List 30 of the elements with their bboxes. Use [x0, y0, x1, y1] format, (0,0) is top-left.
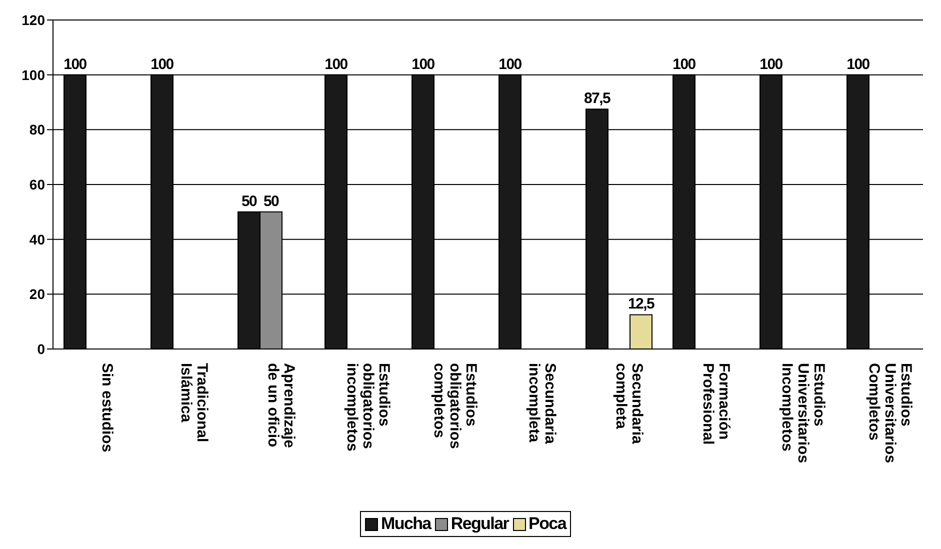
- data-label: 100: [760, 56, 783, 73]
- y-tick-label: 120: [22, 12, 46, 28]
- x-tick-label: Formación Profesional: [700, 363, 732, 445]
- x-tick-label: Secundaria completa: [612, 363, 646, 445]
- y-tick-label: 40: [29, 231, 46, 248]
- data-label: 50: [263, 192, 279, 210]
- y-tick-label: 20: [29, 286, 46, 302]
- y-tick-label: 0: [37, 340, 46, 357]
- y-tick-label: 80: [29, 122, 46, 138]
- data-label: 100: [324, 56, 348, 73]
- x-tick-label: Estudios Universitarios Completos: [866, 363, 914, 464]
- y-tick-label: 60: [29, 176, 46, 192]
- data-label: 100: [412, 56, 435, 73]
- data-label: 100: [64, 56, 87, 73]
- data-label: 100: [150, 56, 174, 73]
- data-label: 100: [672, 56, 696, 73]
- data-label: 100: [846, 56, 870, 73]
- data-label: 87,5: [584, 90, 610, 108]
- x-tick-label: Aprendizaje de un oficio: [264, 363, 298, 448]
- y-tick-label: 100: [22, 66, 46, 83]
- legend-label: Poca: [528, 514, 566, 534]
- data-label: 100: [498, 56, 522, 73]
- data-label: 12,5: [628, 296, 654, 313]
- legend-label: Regular: [450, 514, 509, 534]
- x-tick-label: Sin estudios: [98, 363, 116, 452]
- legend-label: Mucha: [380, 514, 431, 534]
- x-tick-label: Tradicional Islámica: [178, 363, 210, 442]
- data-label: 50: [241, 192, 257, 210]
- x-tick-label: Estudios Universitarios Incompletos: [778, 363, 828, 464]
- bar: [630, 314, 652, 349]
